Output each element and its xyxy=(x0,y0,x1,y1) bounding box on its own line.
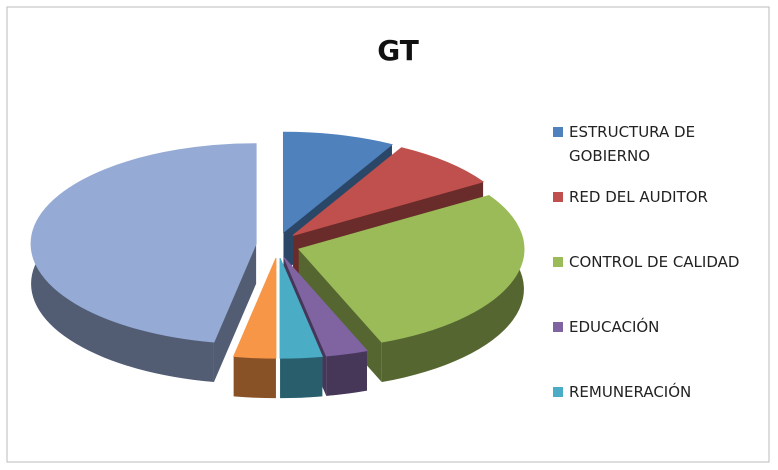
legend-entry: REMUNERACIÓN xyxy=(553,380,763,445)
legend-entry: EDUCACIÓN xyxy=(553,315,763,380)
slice-top xyxy=(283,257,368,357)
pie-slice xyxy=(279,257,323,399)
slice-shade xyxy=(326,350,367,396)
legend: ESTRUCTURA DE GOBIERNO RED DEL AUDITOR CON… xyxy=(553,120,763,445)
slice-side xyxy=(213,243,257,382)
slice-top xyxy=(30,143,257,343)
legend-swatch xyxy=(553,192,563,202)
slice-top xyxy=(282,131,393,234)
legend-label: RED DEL AUDITOR xyxy=(569,188,708,206)
pie-slice xyxy=(298,194,525,383)
legend-swatch xyxy=(553,387,563,397)
legend-swatch xyxy=(553,322,563,332)
legend-label: REMUNERACIÓN xyxy=(569,383,692,401)
slice-side xyxy=(326,350,367,396)
legend-label: ESTRUCTURA DE GOBIERNO xyxy=(569,123,696,165)
slice-shade xyxy=(213,243,257,382)
pie-slice xyxy=(30,143,257,382)
slice-side xyxy=(233,356,276,399)
slice-top xyxy=(292,147,485,236)
slice-side xyxy=(280,356,323,399)
slice-shade xyxy=(280,356,323,399)
slice-shade xyxy=(381,195,524,383)
slice-side xyxy=(381,195,524,383)
legend-entry: RED DEL AUDITOR xyxy=(553,185,763,250)
slice-top xyxy=(298,194,525,343)
legend-swatch xyxy=(553,127,563,137)
pie-slice xyxy=(233,257,277,399)
chart-title: GT xyxy=(377,34,419,67)
legend-label: EDUCACIÓN xyxy=(569,318,660,336)
legend-label: CONTROL DE CALIDAD xyxy=(569,253,740,271)
legend-entry: CONTROL DE CALIDAD xyxy=(553,250,763,315)
legend-entry: ESTRUCTURA DE GOBIERNO xyxy=(553,120,763,185)
slice-top xyxy=(279,257,323,359)
slice-shade xyxy=(233,356,276,399)
slice-top xyxy=(233,257,277,359)
legend-swatch xyxy=(553,257,563,267)
